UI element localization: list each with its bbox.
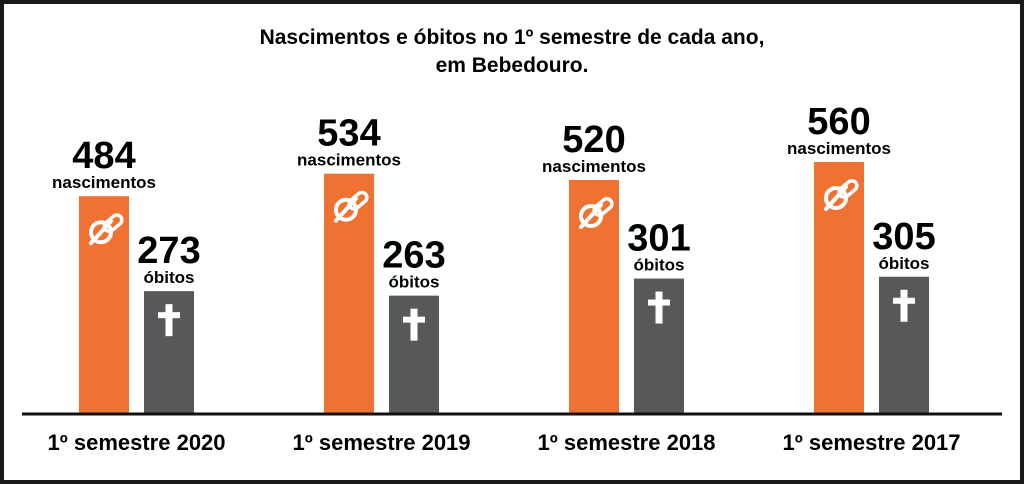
cross-icon bbox=[403, 308, 425, 341]
data-label-óbitos: 305 bbox=[872, 216, 935, 258]
series-label-óbitos: óbitos bbox=[144, 268, 195, 287]
x-tick-label: 1º semestre 2018 bbox=[537, 430, 715, 455]
x-tick-label: 1º semestre 2019 bbox=[292, 430, 470, 455]
bar-nascimentos bbox=[324, 173, 374, 414]
series-label-óbitos: óbitos bbox=[634, 256, 685, 275]
data-label-nascimentos: 520 bbox=[562, 119, 625, 161]
cross-icon bbox=[648, 291, 670, 324]
series-label-nascimentos: nascimentos bbox=[52, 173, 156, 192]
bar-nascimentos bbox=[79, 196, 129, 414]
chart-title-line-2: em Bebedouro. bbox=[436, 54, 589, 77]
data-label-nascimentos: 534 bbox=[317, 113, 380, 155]
data-label-nascimentos: 560 bbox=[807, 101, 870, 143]
data-label-nascimentos: 484 bbox=[72, 135, 135, 177]
series-label-nascimentos: nascimentos bbox=[297, 151, 401, 170]
data-label-óbitos: 263 bbox=[382, 235, 445, 277]
pacifier-icon bbox=[824, 179, 859, 211]
series-label-nascimentos: nascimentos bbox=[787, 139, 891, 158]
cross-icon bbox=[158, 304, 180, 337]
data-label-óbitos: 301 bbox=[627, 218, 690, 260]
bar-nascimentos bbox=[569, 180, 619, 414]
bar-chart: Nascimentos e óbitos no 1º semestre de c… bbox=[22, 26, 1002, 455]
data-label-óbitos: 273 bbox=[137, 230, 200, 272]
series-label-óbitos: óbitos bbox=[389, 273, 440, 292]
x-tick-label: 1º semestre 2017 bbox=[782, 430, 960, 455]
series-label-óbitos: óbitos bbox=[879, 254, 930, 273]
cross-icon bbox=[893, 289, 915, 322]
series-label-nascimentos: nascimentos bbox=[542, 157, 646, 176]
pacifier-icon bbox=[579, 197, 614, 229]
bar-nascimentos bbox=[814, 162, 864, 414]
chart-title-line-1: Nascimentos e óbitos no 1º semestre de c… bbox=[260, 26, 765, 49]
x-tick-label: 1º semestre 2020 bbox=[47, 430, 225, 455]
pacifier-icon bbox=[89, 213, 124, 246]
pacifier-icon bbox=[334, 190, 369, 223]
